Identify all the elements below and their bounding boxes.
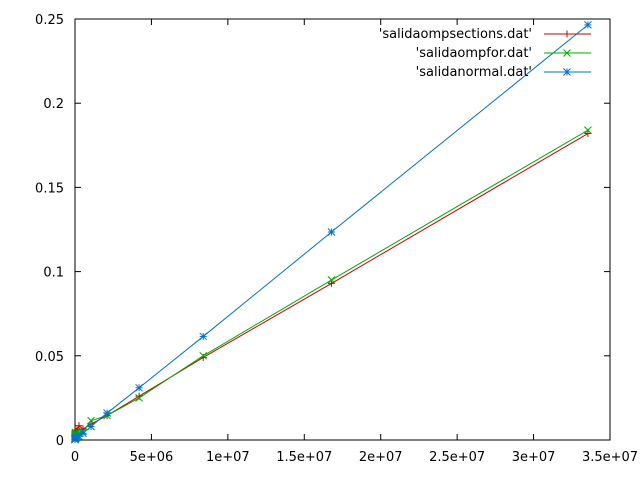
marker-stroke bbox=[199, 332, 208, 341]
x-tick-label: 2e+07 bbox=[359, 450, 403, 465]
y-tick-label: 0 bbox=[56, 434, 64, 449]
data-point bbox=[135, 383, 143, 392]
marker-stroke bbox=[563, 68, 571, 76]
marker-stroke bbox=[135, 383, 143, 392]
data-point bbox=[87, 416, 95, 425]
data-point bbox=[87, 422, 95, 431]
y-tick-label: 0.05 bbox=[35, 350, 64, 365]
x-tick-label: 1e+07 bbox=[206, 450, 250, 465]
marker-stroke bbox=[199, 351, 208, 360]
marker-stroke bbox=[103, 409, 111, 417]
plot-border bbox=[74, 18, 611, 441]
marker-stroke bbox=[584, 126, 592, 134]
data-point bbox=[199, 332, 208, 341]
marker-stroke bbox=[75, 432, 83, 441]
x-tick-label: 2.5e+07 bbox=[429, 450, 485, 465]
marker-stroke bbox=[584, 21, 592, 29]
data-point bbox=[103, 409, 111, 417]
data-point bbox=[584, 126, 592, 134]
x-tick-label: 0 bbox=[71, 450, 79, 465]
marker-stroke bbox=[79, 429, 87, 438]
data-point bbox=[327, 228, 336, 236]
marker-stroke bbox=[135, 394, 143, 402]
marker-stroke bbox=[87, 416, 95, 425]
data-point bbox=[327, 276, 336, 284]
data-point bbox=[75, 422, 83, 430]
y-tick-label: 0.25 bbox=[35, 13, 64, 28]
marker-stroke bbox=[327, 228, 336, 236]
legend-label: 'salidanormal.dat' bbox=[416, 65, 532, 80]
data-point bbox=[75, 432, 83, 441]
legend-label: 'salidaompsections.dat' bbox=[379, 27, 532, 42]
data-point bbox=[584, 21, 592, 29]
legend: 'salidaompsections.dat' 'salidaompfor.dat… bbox=[379, 27, 591, 80]
data-point bbox=[327, 279, 335, 287]
marker-stroke bbox=[563, 49, 571, 57]
marker-stroke bbox=[327, 276, 336, 284]
x-tick-label: 3.5e+07 bbox=[582, 450, 638, 465]
y-tick-label: 0.15 bbox=[35, 181, 64, 196]
data-point bbox=[584, 130, 592, 138]
series-0 bbox=[71, 130, 592, 442]
legend-label: 'salidaompfor.dat' bbox=[416, 46, 532, 61]
marker-stroke bbox=[87, 422, 95, 431]
data-point bbox=[79, 429, 87, 438]
series-2 bbox=[71, 21, 592, 444]
x-tick-label: 5e+06 bbox=[130, 450, 174, 465]
data-point bbox=[135, 394, 143, 402]
series-layer bbox=[71, 21, 592, 444]
x-tick-label: 3e+07 bbox=[512, 450, 556, 465]
legend-marker bbox=[563, 30, 571, 38]
x-tick-label: 1.5e+07 bbox=[276, 450, 332, 465]
y-tick-label: 0.2 bbox=[43, 97, 64, 112]
axes: 0 5e+06 1e+07 1.5e+07 2e+07 2.5e+07 3e+07 3.5e+… bbox=[35, 13, 638, 465]
y-tick-label: 0.1 bbox=[43, 266, 64, 281]
legend-marker bbox=[563, 68, 571, 76]
legend-marker bbox=[563, 49, 571, 57]
data-point bbox=[199, 351, 208, 360]
